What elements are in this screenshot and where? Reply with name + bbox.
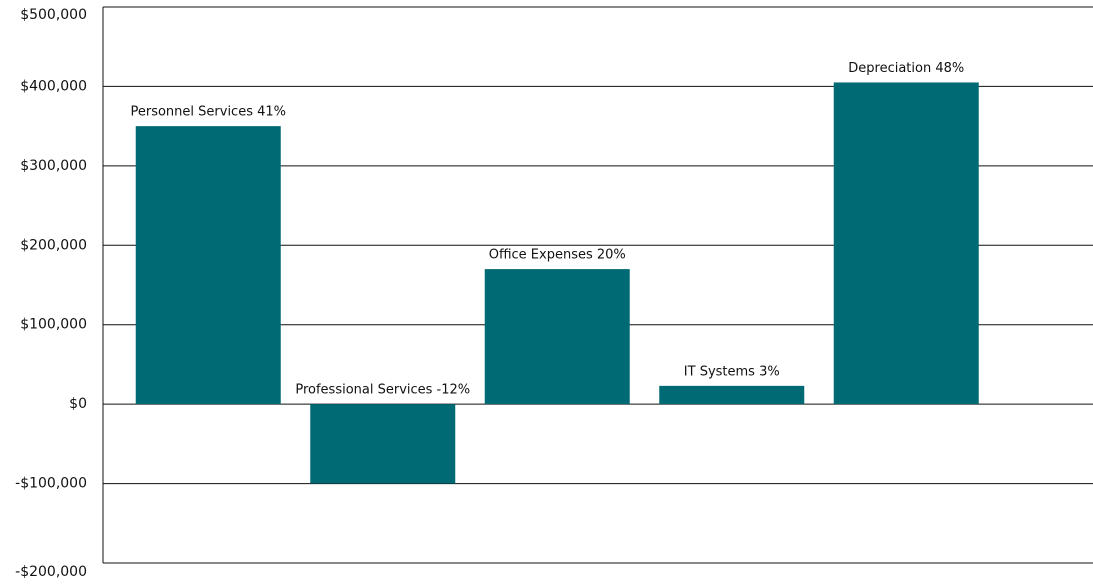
bar-label: IT Systems 3% (684, 364, 780, 379)
bar-label: Professional Services -12% (295, 383, 470, 398)
bar-label: Depreciation 48% (848, 61, 964, 76)
bar-label: Office Expenses 20% (489, 248, 626, 263)
bar (833, 82, 979, 405)
y-tick-label: $300,000 (20, 158, 87, 174)
y-tick-label: $500,000 (20, 7, 87, 23)
y-tick-label: -$100,000 (15, 476, 87, 492)
bar-label: Personnel Services 41% (130, 105, 286, 120)
y-tick-label: $0 (69, 396, 87, 412)
y-tick-label: $100,000 (20, 317, 87, 333)
bar (135, 126, 281, 405)
y-tick-label: -$200,000 (15, 564, 87, 580)
bar (484, 269, 630, 405)
y-tick-label: $400,000 (20, 78, 87, 94)
bar (310, 404, 456, 484)
y-tick-label: $200,000 (20, 237, 87, 253)
bar (659, 385, 805, 405)
